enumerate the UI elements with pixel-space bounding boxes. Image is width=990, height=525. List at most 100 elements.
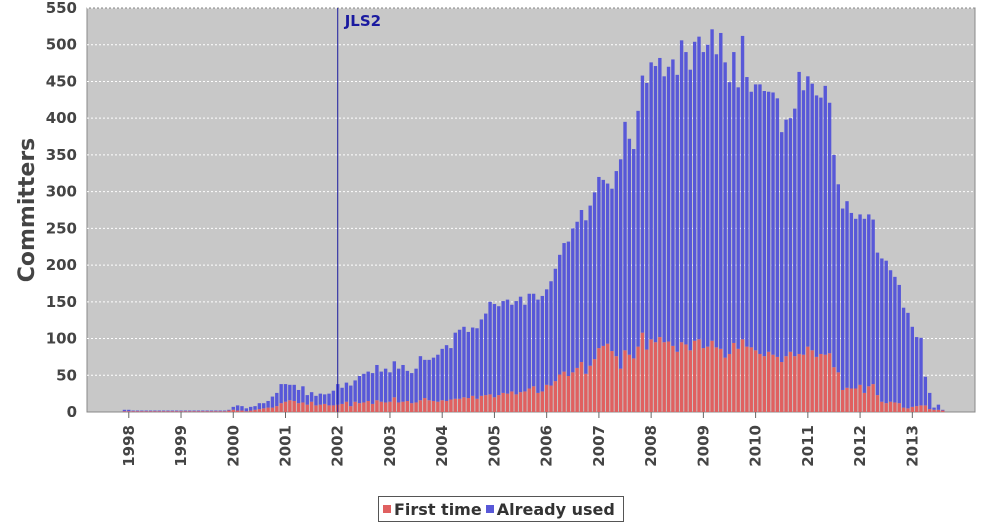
bar-already-used	[349, 385, 353, 407]
bar-already-used	[531, 293, 536, 387]
bar-already-used	[544, 289, 549, 385]
bar-first-time	[827, 353, 832, 412]
bar-first-time	[266, 407, 270, 412]
bar-already-used	[318, 393, 323, 405]
bar-first-time	[488, 394, 492, 412]
bar-first-time	[623, 350, 627, 412]
legend-label-first-time: First time	[394, 499, 482, 519]
bar-first-time	[806, 346, 810, 412]
bar-already-used	[305, 395, 309, 405]
bar-already-used	[309, 392, 314, 402]
bar-first-time	[131, 411, 135, 412]
bar-first-time	[832, 367, 836, 412]
bar-already-used	[153, 410, 157, 412]
x-tick-label: 2011	[799, 425, 817, 467]
bar-first-time	[766, 351, 771, 412]
bar-first-time	[135, 411, 140, 412]
bar-already-used	[701, 52, 706, 349]
y-tick-label: 150	[46, 293, 77, 311]
bar-first-time	[318, 404, 323, 412]
bar-already-used	[209, 410, 214, 412]
bar-first-time	[275, 406, 279, 412]
bar-first-time	[305, 404, 309, 412]
bar-already-used	[131, 410, 135, 412]
bar-already-used	[836, 184, 841, 373]
bar-already-used	[810, 83, 814, 351]
bar-first-time	[457, 398, 462, 412]
bar-already-used	[453, 332, 457, 399]
bar-first-time	[797, 353, 801, 412]
y-tick-label: 550	[46, 0, 77, 17]
bar-first-time	[666, 341, 671, 412]
bar-first-time	[640, 332, 645, 412]
bar-first-time	[932, 409, 936, 412]
bar-already-used	[592, 192, 597, 360]
bar-already-used	[523, 304, 527, 392]
bar-first-time	[205, 411, 209, 412]
bar-already-used	[127, 409, 131, 412]
bar-first-time	[884, 403, 888, 412]
bar-already-used	[766, 91, 771, 352]
bar-already-used	[762, 91, 767, 357]
bar-already-used	[714, 54, 719, 348]
bar-first-time	[645, 349, 649, 412]
bar-first-time	[867, 386, 871, 412]
bar-already-used	[771, 92, 775, 355]
legend-item-first-time: First time	[383, 500, 482, 519]
bar-already-used	[732, 52, 736, 343]
bar-already-used	[148, 410, 153, 412]
bar-already-used	[571, 228, 575, 373]
bar-already-used	[867, 214, 871, 387]
bar-already-used	[188, 410, 192, 412]
bar-already-used	[161, 410, 166, 412]
bar-already-used	[884, 260, 888, 404]
bar-already-used	[466, 331, 471, 399]
bar-first-time	[684, 344, 688, 412]
bar-first-time	[849, 388, 854, 412]
bar-already-used	[144, 410, 148, 412]
bar-first-time	[553, 381, 558, 412]
bar-first-time	[658, 337, 662, 412]
bar-already-used	[301, 386, 305, 403]
bar-first-time	[423, 398, 427, 412]
bar-already-used	[396, 368, 401, 403]
bar-first-time	[780, 362, 784, 412]
y-tick-label: 200	[46, 256, 77, 274]
bar-first-time	[840, 389, 845, 412]
bar-already-used	[510, 304, 514, 392]
bar-first-time	[248, 410, 253, 412]
bar-first-time	[174, 411, 179, 412]
bar-already-used	[862, 218, 867, 393]
bar-first-time	[214, 411, 218, 412]
bar-first-time	[727, 353, 732, 412]
bar-first-time	[349, 406, 353, 412]
bar-first-time	[584, 373, 588, 412]
bar-first-time	[166, 411, 170, 412]
bar-already-used	[849, 212, 854, 389]
bar-first-time	[396, 402, 401, 412]
bar-first-time	[314, 405, 318, 412]
bar-first-time	[549, 385, 553, 412]
bar-already-used	[279, 384, 283, 404]
bar-already-used	[366, 371, 370, 401]
bar-already-used	[906, 312, 910, 409]
bar-already-used	[292, 384, 296, 401]
bar-first-time	[188, 411, 192, 412]
bar-already-used	[179, 410, 183, 412]
bar-already-used	[553, 268, 558, 382]
bar-already-used	[410, 373, 414, 404]
bar-first-time	[475, 398, 479, 412]
bar-first-time	[410, 403, 414, 412]
bar-already-used	[558, 254, 562, 375]
bar-first-time	[540, 391, 545, 412]
bar-already-used	[497, 306, 501, 396]
bar-first-time	[579, 362, 584, 412]
bar-first-time	[235, 410, 240, 412]
bar-already-used	[936, 404, 941, 410]
bar-already-used	[797, 71, 801, 354]
bar-already-used	[157, 410, 161, 412]
bar-first-time	[148, 411, 153, 412]
bar-first-time	[449, 399, 453, 412]
bar-first-time	[706, 346, 710, 412]
bar-already-used	[932, 407, 936, 410]
